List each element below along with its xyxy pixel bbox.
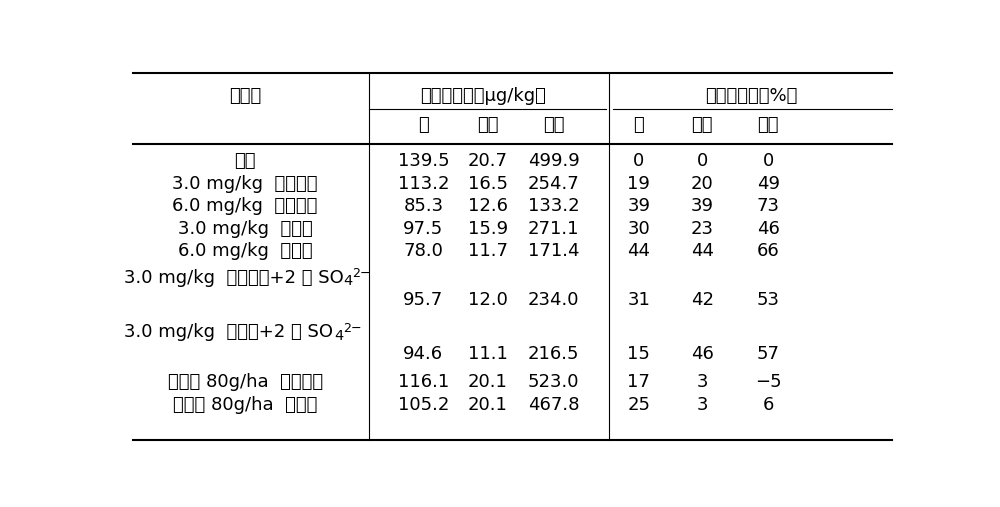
Text: 39: 39 <box>627 197 650 215</box>
Text: 12.0: 12.0 <box>468 291 508 309</box>
Text: −5: −5 <box>755 373 782 391</box>
Text: 甲基汞减少（%）: 甲基汞减少（%） <box>705 87 797 105</box>
Text: 25: 25 <box>627 396 650 414</box>
Text: 16.5: 16.5 <box>468 175 508 193</box>
Text: 254.7: 254.7 <box>528 175 579 193</box>
Text: 0: 0 <box>697 152 708 170</box>
Text: 30: 30 <box>627 220 650 238</box>
Text: 叶面肿 80g/ha  亚硒酸钓: 叶面肿 80g/ha 亚硒酸钓 <box>168 373 323 391</box>
Text: 523.0: 523.0 <box>528 373 579 391</box>
Text: 20.7: 20.7 <box>468 152 508 170</box>
Text: 53: 53 <box>757 291 780 309</box>
Text: 97.5: 97.5 <box>403 220 444 238</box>
Text: 秸秵: 秸秵 <box>477 116 498 134</box>
Text: 对照: 对照 <box>234 152 256 170</box>
Text: 20: 20 <box>691 175 714 193</box>
Text: 95.7: 95.7 <box>403 291 444 309</box>
Text: 85.3: 85.3 <box>403 197 443 215</box>
Text: 66: 66 <box>757 242 780 260</box>
Text: 3: 3 <box>697 373 708 391</box>
Text: 113.2: 113.2 <box>398 175 449 193</box>
Text: 17: 17 <box>627 373 650 391</box>
Text: 根: 根 <box>418 116 429 134</box>
Text: 秸秵: 秸秵 <box>692 116 713 134</box>
Text: 271.1: 271.1 <box>528 220 579 238</box>
Text: 44: 44 <box>627 242 650 260</box>
Text: 73: 73 <box>757 197 780 215</box>
Text: 133.2: 133.2 <box>528 197 579 215</box>
Text: 78.0: 78.0 <box>403 242 443 260</box>
Text: 467.8: 467.8 <box>528 396 579 414</box>
Text: 4: 4 <box>334 329 343 343</box>
Text: 4: 4 <box>343 274 352 288</box>
Text: 叶面肿 80g/ha  硒酸钓: 叶面肿 80g/ha 硒酸钓 <box>173 396 317 414</box>
Text: 11.7: 11.7 <box>468 242 508 260</box>
Text: 139.5: 139.5 <box>398 152 449 170</box>
Text: 糖米: 糖米 <box>758 116 779 134</box>
Text: 105.2: 105.2 <box>398 396 449 414</box>
Text: 3.0 mg/kg  硒酸钓+2 倍 SO: 3.0 mg/kg 硒酸钓+2 倍 SO <box>124 323 333 341</box>
Text: 2−: 2− <box>352 267 371 280</box>
Text: 处理组: 处理组 <box>229 87 261 105</box>
Text: 31: 31 <box>627 291 650 309</box>
Text: 0: 0 <box>633 152 644 170</box>
Text: 216.5: 216.5 <box>528 345 579 364</box>
Text: 6.0 mg/kg  亚硒酸钓: 6.0 mg/kg 亚硒酸钓 <box>172 197 318 215</box>
Text: 6: 6 <box>763 396 774 414</box>
Text: 20.1: 20.1 <box>468 396 508 414</box>
Text: 0: 0 <box>763 152 774 170</box>
Text: 2−: 2− <box>343 322 362 335</box>
Text: 42: 42 <box>691 291 714 309</box>
Text: 234.0: 234.0 <box>528 291 579 309</box>
Text: 根: 根 <box>633 116 644 134</box>
Text: 3.0 mg/kg  亚硒酸钓+2 倍 SO: 3.0 mg/kg 亚硒酸钓+2 倍 SO <box>124 269 343 286</box>
Text: 3.0 mg/kg  硒酸钓: 3.0 mg/kg 硒酸钓 <box>178 220 312 238</box>
Text: 3: 3 <box>697 396 708 414</box>
Text: 11.1: 11.1 <box>468 345 508 364</box>
Text: 20.1: 20.1 <box>468 373 508 391</box>
Text: 15.9: 15.9 <box>468 220 508 238</box>
Text: 12.6: 12.6 <box>468 197 508 215</box>
Text: 糖米: 糖米 <box>543 116 564 134</box>
Text: 3.0 mg/kg  亚硒酸钓: 3.0 mg/kg 亚硒酸钓 <box>172 175 318 193</box>
Text: 49: 49 <box>757 175 780 193</box>
Text: 116.1: 116.1 <box>398 373 449 391</box>
Text: 23: 23 <box>691 220 714 238</box>
Text: 94.6: 94.6 <box>403 345 443 364</box>
Text: 57: 57 <box>757 345 780 364</box>
Text: 甲基汞含量（μg/kg）: 甲基汞含量（μg/kg） <box>420 87 546 105</box>
Text: 6.0 mg/kg  硒酸钓: 6.0 mg/kg 硒酸钓 <box>178 242 312 260</box>
Text: 171.4: 171.4 <box>528 242 579 260</box>
Text: 15: 15 <box>627 345 650 364</box>
Text: 44: 44 <box>691 242 714 260</box>
Text: 46: 46 <box>757 220 780 238</box>
Text: 39: 39 <box>691 197 714 215</box>
Text: 46: 46 <box>691 345 714 364</box>
Text: 19: 19 <box>627 175 650 193</box>
Text: 499.9: 499.9 <box>528 152 579 170</box>
